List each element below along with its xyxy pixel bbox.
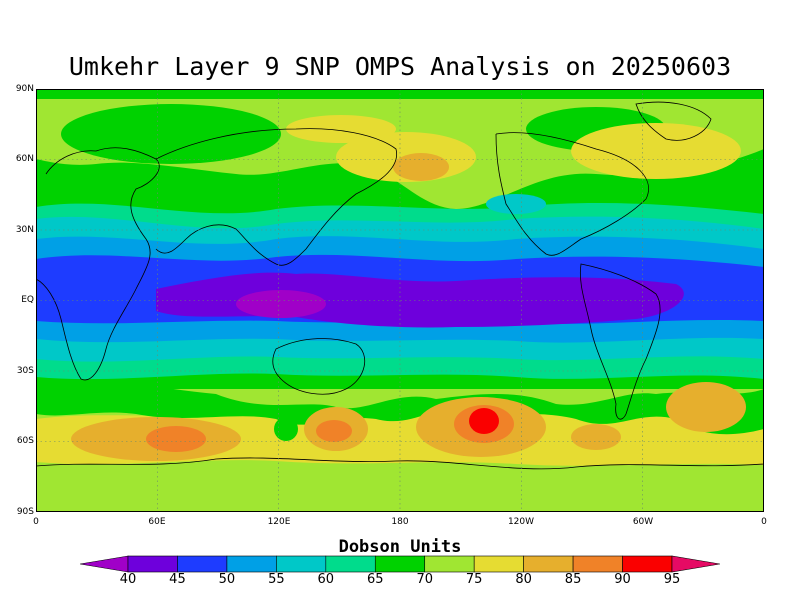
colorbar-label: 50 xyxy=(218,572,236,587)
lat-label-eq: EQ xyxy=(21,295,34,305)
coast-australia xyxy=(272,338,365,395)
lat-label-90n: 90N xyxy=(15,84,34,94)
map-frame xyxy=(36,89,764,512)
blob-north-orange-1 xyxy=(393,153,449,181)
colorbar-label: 90 xyxy=(614,572,631,587)
coast-north-america xyxy=(495,132,649,256)
colorbar-segment-4 xyxy=(276,555,327,573)
lon-label-120e: 120E xyxy=(267,517,291,527)
gridlines xyxy=(36,89,764,512)
band-south-green xyxy=(36,369,764,435)
colorbar-label: 80 xyxy=(515,572,532,587)
colorbar-label: 85 xyxy=(564,572,582,587)
blob-tropic-magenta xyxy=(236,290,326,318)
colorbar-segment-low-triangle xyxy=(80,555,129,573)
blob-north-yellow-2 xyxy=(571,123,741,179)
blob-north-cyan xyxy=(486,194,546,214)
coast-south-america xyxy=(579,263,661,420)
colorbar-label: 95 xyxy=(663,572,681,587)
colorbar-segment-9 xyxy=(523,555,574,573)
blob-south-green-spot xyxy=(274,417,298,441)
lat-label-90s: 90S xyxy=(16,507,34,517)
colorbar-segment-1 xyxy=(127,555,178,573)
lon-label-0-east: 0 xyxy=(761,517,767,527)
colorbar-label: 65 xyxy=(366,572,384,587)
colorbar-label: 40 xyxy=(119,572,137,587)
colorbar-label: 60 xyxy=(317,572,335,587)
coast-europe-africa xyxy=(36,147,160,381)
colorbar-segment-7 xyxy=(424,555,475,573)
blob-south-orange-7 xyxy=(571,424,621,450)
ozone-map xyxy=(36,89,764,512)
blob-south-red xyxy=(469,408,499,434)
coast-asia xyxy=(155,128,398,266)
lon-label-120w: 120W xyxy=(507,517,535,527)
colorbar-title: Dobson Units xyxy=(338,537,462,557)
blob-south-orange-8 xyxy=(666,382,746,432)
colorbar xyxy=(80,555,720,573)
colorbar-label: 70 xyxy=(416,572,433,587)
colorbar-segment-3 xyxy=(226,555,277,573)
coastlines xyxy=(36,101,764,470)
lat-label-60n: 60N xyxy=(15,154,34,164)
colorbar-label: 55 xyxy=(268,572,285,587)
blob-south-orange-2 xyxy=(146,426,206,452)
lon-label-180: 180 xyxy=(391,517,409,527)
lon-label-60w: 60W xyxy=(632,517,654,527)
map-title: Umkehr Layer 9 SNP OMPS Analysis on 2025… xyxy=(68,52,732,81)
blob-north-green-1 xyxy=(61,104,281,164)
colorbar-segment-10 xyxy=(572,555,623,573)
lon-label-60e: 60E xyxy=(148,517,166,527)
coast-greenland xyxy=(635,101,712,141)
colorbar-segment-6 xyxy=(374,555,426,573)
colorbar-label: 75 xyxy=(465,572,483,587)
lat-label-30n: 30N xyxy=(15,225,34,235)
colorbar-segment-8 xyxy=(473,555,524,573)
colorbar-segment-high-triangle xyxy=(671,555,720,573)
lat-label-60s: 60S xyxy=(16,436,34,446)
lat-label-30s: 30S xyxy=(16,366,34,376)
colorbar-segment-2 xyxy=(177,555,228,573)
colorbar-segment-11 xyxy=(622,555,673,573)
lon-label-0-west: 0 xyxy=(33,517,39,527)
colorbar-label: 45 xyxy=(169,572,186,587)
colorbar-segment-5 xyxy=(325,555,376,573)
blob-south-orange-4 xyxy=(316,420,352,442)
coast-antarctica xyxy=(36,457,764,470)
